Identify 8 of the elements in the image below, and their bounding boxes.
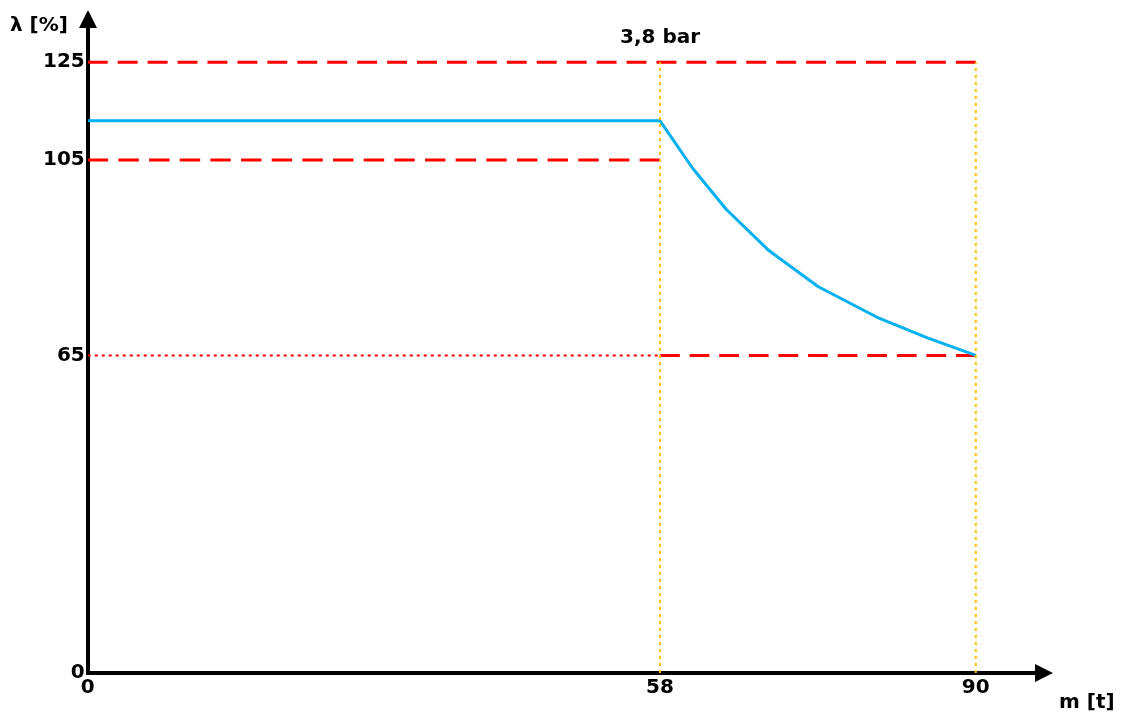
y-tick-label: 105 [43, 146, 85, 171]
x-tick-label: 90 [961, 674, 990, 699]
x-axis-title: m [t] [1059, 689, 1115, 713]
ref-line-label: 3,8 bar [620, 24, 701, 49]
x-tick-label: 58 [646, 674, 674, 699]
y-tick-label: 65 [56, 341, 85, 366]
y-axis-title: λ [%] [10, 12, 68, 37]
y-tick-label: 125 [43, 48, 85, 73]
